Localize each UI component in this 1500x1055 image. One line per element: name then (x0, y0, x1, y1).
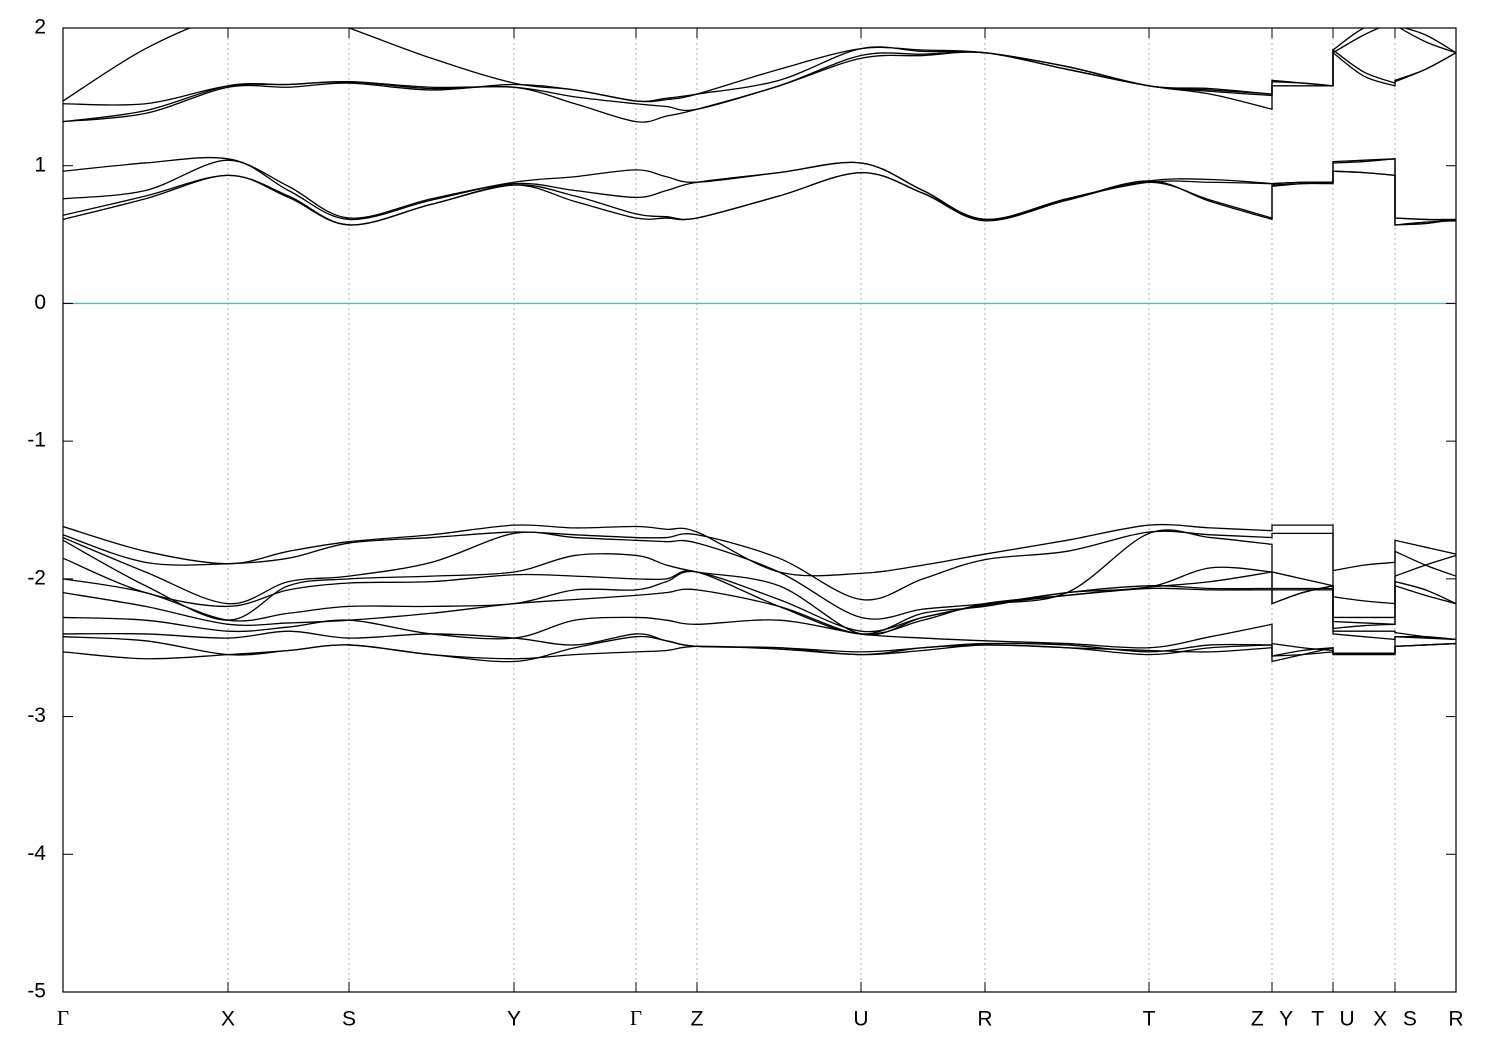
x-tick-label: Z (691, 1008, 704, 1031)
band-line (63, 158, 1456, 226)
x-tick-label: R (1448, 1008, 1463, 1031)
x-tick-label: Z Y (1251, 1008, 1293, 1031)
y-tick-label: 0 (34, 291, 46, 314)
band-line (63, 28, 1456, 123)
band-line (63, 530, 1456, 605)
x-tick-label: T U (1311, 1008, 1354, 1031)
x-tick-label: Γ (630, 1006, 642, 1030)
band-line (63, 570, 1456, 641)
y-tick-label: -3 (27, 704, 46, 727)
x-tick-label: X S (1373, 1008, 1417, 1031)
x-tick-label: Γ (57, 1006, 69, 1030)
band-line (63, 159, 1456, 226)
y-tick-label: -1 (27, 429, 46, 452)
plot-frame (62, 27, 1457, 993)
y-tick-label: 1 (34, 153, 46, 176)
y-tick-label: -5 (27, 980, 46, 1003)
x-tick-label: R (977, 1008, 992, 1031)
x-tick-label: T (1143, 1008, 1156, 1031)
band-line (63, 170, 1456, 226)
grid (62, 28, 1457, 992)
band-line (63, 529, 1456, 620)
y-tick-label: -2 (27, 566, 46, 589)
x-tick-label: S (342, 1008, 356, 1031)
axes: -5 -4 -3 -2 -1 0 1 2 Γ X S Y Γ Z U R T Z Y T U X S R (27, 16, 1463, 1031)
y-tick-label: -4 (27, 842, 46, 865)
x-tick-label: X (221, 1008, 235, 1031)
band-line (63, 642, 1456, 660)
band-line (63, 51, 1456, 112)
x-tick-label: Y (507, 1008, 521, 1031)
band-line (63, 523, 1456, 577)
band-line (63, 616, 1456, 654)
y-tick-label: 2 (34, 16, 46, 39)
x-tick-label: U (853, 1008, 868, 1031)
band-line (63, 48, 1456, 123)
bands (63, 28, 1456, 663)
